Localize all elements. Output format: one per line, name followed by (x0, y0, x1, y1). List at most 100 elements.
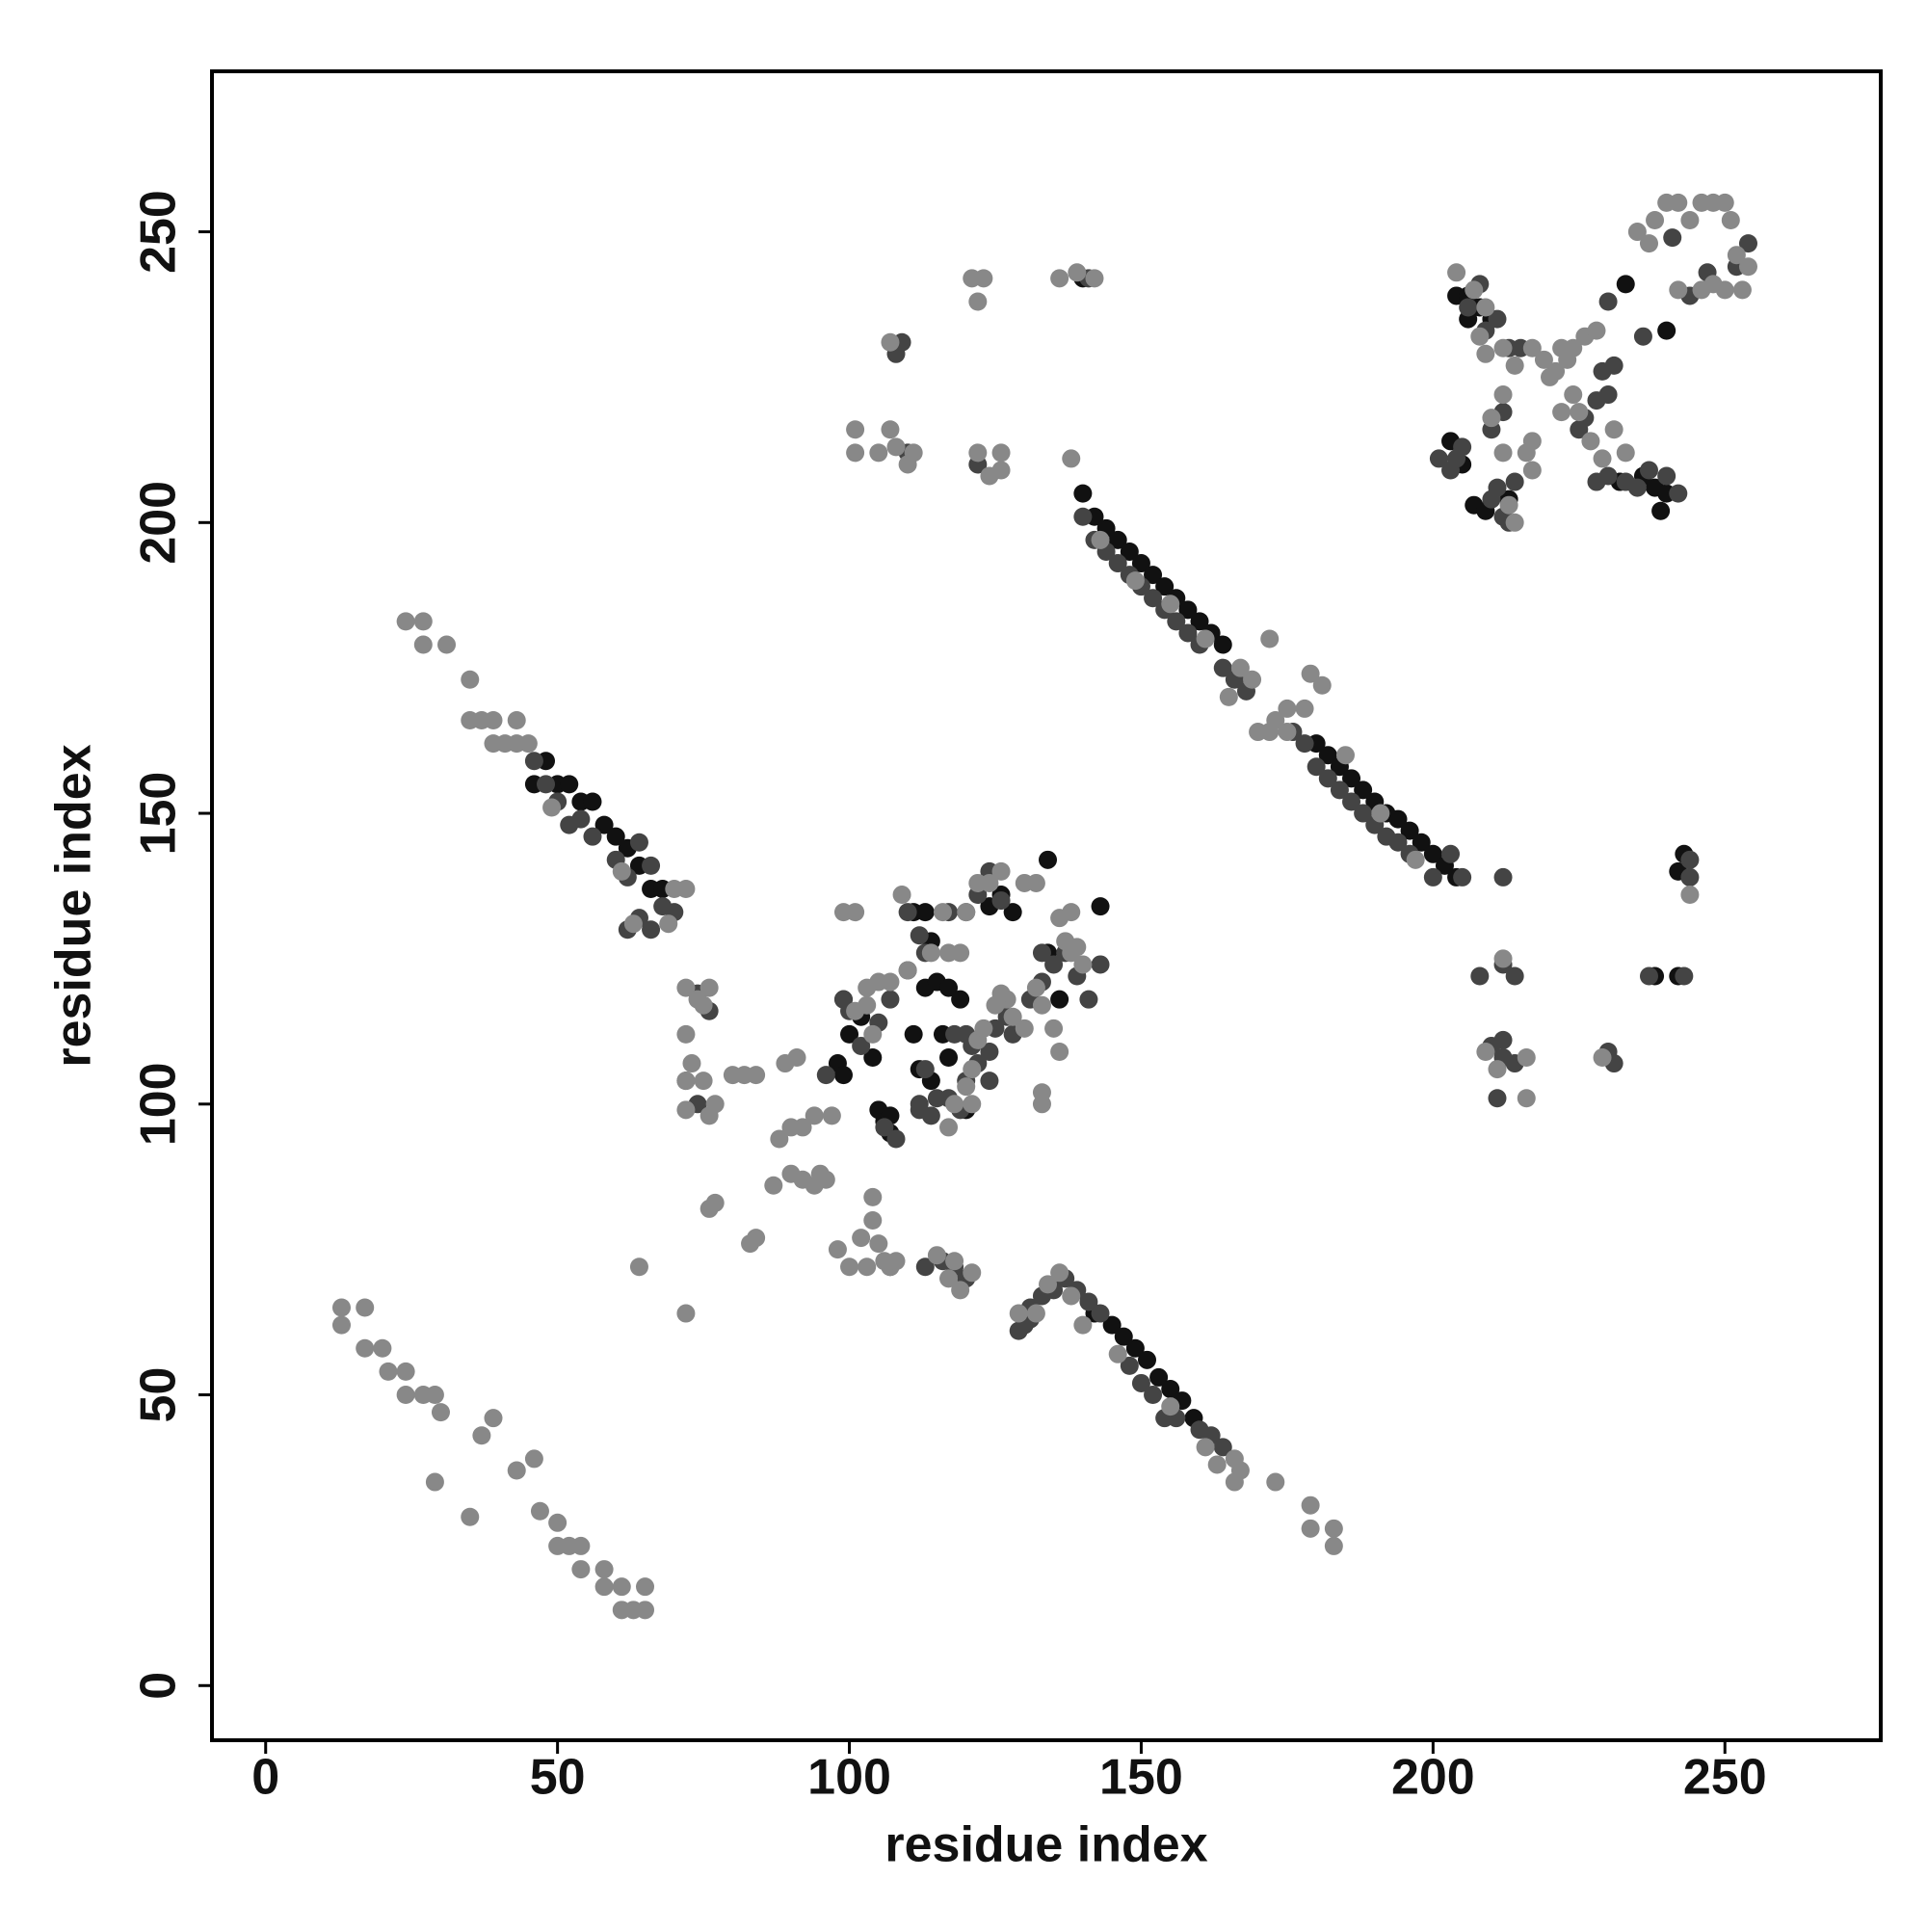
point (472, 1426, 491, 1445)
point (1009, 1304, 1028, 1323)
point (1161, 1397, 1180, 1416)
point (1335, 746, 1355, 765)
point (1230, 1461, 1250, 1480)
point (1144, 589, 1163, 608)
point (413, 635, 433, 654)
point (1050, 1263, 1069, 1283)
point (594, 1577, 614, 1597)
point (1091, 1304, 1110, 1323)
point (910, 1095, 929, 1114)
point (833, 1066, 853, 1085)
point (1493, 949, 1513, 968)
point (1570, 403, 1589, 422)
point (1161, 1379, 1180, 1398)
point (1534, 350, 1553, 369)
point (1354, 781, 1373, 800)
point (1593, 1048, 1612, 1068)
point (1517, 1089, 1536, 1108)
point (413, 612, 433, 631)
point (863, 1048, 883, 1068)
point (606, 827, 625, 846)
point (1032, 995, 1051, 1015)
point (636, 1577, 655, 1597)
point (1598, 466, 1618, 486)
point (1633, 327, 1652, 346)
point (1493, 385, 1513, 405)
point (612, 1577, 631, 1597)
point (524, 752, 543, 771)
point (1505, 356, 1524, 375)
point (1155, 577, 1175, 596)
point (980, 1042, 999, 1061)
point (904, 443, 923, 463)
point (846, 420, 865, 439)
point (518, 734, 538, 754)
point (1627, 478, 1647, 497)
point (548, 1513, 568, 1532)
point (886, 437, 906, 457)
x-axis-title: residue index (884, 1817, 1207, 1873)
point (1447, 263, 1466, 282)
point (1493, 867, 1513, 887)
point (833, 990, 853, 1009)
point (1616, 443, 1635, 463)
point (1429, 449, 1448, 468)
point (676, 1304, 696, 1323)
point (1732, 280, 1752, 300)
point (379, 1362, 398, 1381)
point (840, 1257, 859, 1277)
point (1598, 292, 1618, 311)
point (1657, 321, 1676, 340)
point (1131, 554, 1150, 573)
point (1108, 554, 1127, 573)
point (629, 1257, 648, 1277)
point (530, 1501, 549, 1521)
point (425, 1386, 444, 1405)
point (1050, 990, 1069, 1009)
point (659, 914, 678, 934)
point (1003, 1007, 1022, 1026)
point (1213, 635, 1232, 654)
x-tick-label: 100 (807, 1750, 891, 1806)
point (1738, 234, 1757, 253)
point (396, 612, 415, 631)
point (1476, 298, 1495, 317)
point (858, 1257, 877, 1277)
point (886, 1129, 906, 1149)
point (963, 1263, 982, 1283)
point (1213, 658, 1232, 677)
point (939, 978, 959, 997)
x-tick-label: 0 (251, 1750, 279, 1806)
point (1423, 867, 1442, 887)
point (1196, 629, 1215, 648)
point (1073, 1315, 1093, 1335)
point (1050, 269, 1069, 288)
point (1260, 723, 1280, 742)
point (1178, 623, 1198, 643)
point (1039, 850, 1058, 869)
point (1301, 1495, 1320, 1515)
point (858, 995, 877, 1015)
point (1131, 1373, 1150, 1392)
point (846, 443, 865, 463)
point (1295, 699, 1314, 718)
point (1178, 600, 1198, 620)
point (764, 1176, 783, 1195)
point (921, 943, 940, 963)
point (623, 914, 643, 934)
point (816, 1066, 835, 1085)
x-tick-label: 200 (1391, 1750, 1475, 1806)
point (1278, 723, 1297, 742)
point (968, 443, 988, 463)
point (1091, 955, 1110, 974)
point (1312, 675, 1332, 695)
point (915, 1257, 935, 1277)
point (1125, 571, 1145, 591)
point (1062, 449, 1081, 468)
point (1073, 507, 1093, 526)
point (881, 332, 900, 352)
point (951, 990, 970, 1009)
point (963, 1060, 982, 1079)
point (1009, 1321, 1028, 1340)
point (881, 420, 900, 439)
